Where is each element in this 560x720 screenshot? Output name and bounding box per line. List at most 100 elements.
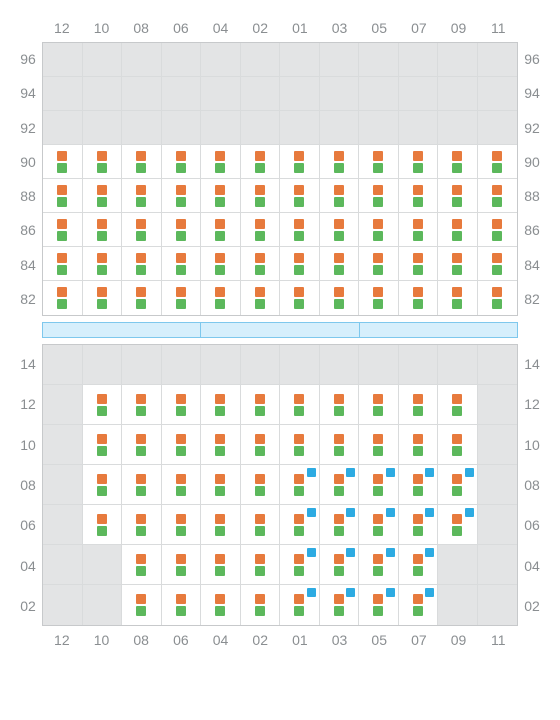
grid-cell[interactable] [320, 179, 360, 213]
grid-cell[interactable] [162, 465, 202, 505]
grid-cell[interactable] [320, 145, 360, 179]
grid-cell[interactable] [83, 179, 123, 213]
grid-cell[interactable] [162, 179, 202, 213]
grid-cell[interactable] [280, 465, 320, 505]
grid-cell[interactable] [122, 179, 162, 213]
grid-cell[interactable] [280, 425, 320, 465]
grid-cell[interactable] [43, 179, 83, 213]
grid-cell[interactable] [122, 425, 162, 465]
grid-cell[interactable] [122, 385, 162, 425]
grid-cell[interactable] [201, 213, 241, 247]
grid-cell[interactable] [438, 213, 478, 247]
grid-cell[interactable] [43, 145, 83, 179]
grid-cell[interactable] [201, 545, 241, 585]
grid-cell[interactable] [201, 425, 241, 465]
grid-cell[interactable] [83, 465, 123, 505]
grid-cell[interactable] [201, 145, 241, 179]
grid-cell[interactable] [359, 145, 399, 179]
grid-cell[interactable] [478, 247, 518, 281]
grid-cell[interactable] [122, 585, 162, 625]
grid-cell[interactable] [320, 465, 360, 505]
grid-cell[interactable] [359, 585, 399, 625]
grid-cell[interactable] [162, 585, 202, 625]
grid-cell[interactable] [122, 465, 162, 505]
grid-cell[interactable] [399, 281, 439, 315]
grid-cell[interactable] [359, 213, 399, 247]
grid-cell[interactable] [162, 281, 202, 315]
grid-cell[interactable] [399, 213, 439, 247]
grid-cell[interactable] [320, 281, 360, 315]
grid-cell[interactable] [478, 213, 518, 247]
grid-cell[interactable] [241, 465, 281, 505]
grid-cell[interactable] [280, 585, 320, 625]
grid-cell[interactable] [280, 179, 320, 213]
grid-cell[interactable] [280, 505, 320, 545]
grid-cell[interactable] [162, 247, 202, 281]
grid-cell[interactable] [43, 213, 83, 247]
grid-cell[interactable] [438, 247, 478, 281]
grid-cell[interactable] [359, 425, 399, 465]
grid-cell[interactable] [241, 213, 281, 247]
grid-cell[interactable] [83, 505, 123, 545]
grid-cell[interactable] [83, 145, 123, 179]
grid-cell[interactable] [359, 247, 399, 281]
grid-cell[interactable] [162, 213, 202, 247]
grid-cell[interactable] [320, 385, 360, 425]
grid-cell[interactable] [122, 247, 162, 281]
grid-cell[interactable] [241, 145, 281, 179]
grid-cell[interactable] [122, 145, 162, 179]
grid-cell[interactable] [83, 385, 123, 425]
grid-cell[interactable] [241, 385, 281, 425]
grid-cell[interactable] [280, 213, 320, 247]
grid-cell[interactable] [320, 585, 360, 625]
grid-cell[interactable] [241, 247, 281, 281]
grid-cell[interactable] [241, 505, 281, 545]
grid-cell[interactable] [320, 213, 360, 247]
grid-cell[interactable] [399, 179, 439, 213]
grid-cell[interactable] [320, 247, 360, 281]
grid-cell[interactable] [399, 385, 439, 425]
grid-cell[interactable] [241, 179, 281, 213]
grid-cell[interactable] [83, 281, 123, 315]
grid-cell[interactable] [83, 247, 123, 281]
grid-cell[interactable] [399, 545, 439, 585]
grid-cell[interactable] [359, 545, 399, 585]
grid-cell[interactable] [162, 145, 202, 179]
grid-cell[interactable] [399, 247, 439, 281]
grid-cell[interactable] [438, 465, 478, 505]
grid-cell[interactable] [280, 545, 320, 585]
grid-cell[interactable] [280, 281, 320, 315]
grid-cell[interactable] [201, 465, 241, 505]
grid-cell[interactable] [201, 179, 241, 213]
grid-cell[interactable] [438, 145, 478, 179]
grid-cell[interactable] [280, 247, 320, 281]
grid-cell[interactable] [201, 281, 241, 315]
grid-cell[interactable] [201, 505, 241, 545]
grid-cell[interactable] [280, 385, 320, 425]
grid-cell[interactable] [241, 545, 281, 585]
grid-cell[interactable] [83, 425, 123, 465]
grid-cell[interactable] [201, 385, 241, 425]
grid-cell[interactable] [399, 145, 439, 179]
grid-cell[interactable] [320, 545, 360, 585]
grid-cell[interactable] [162, 505, 202, 545]
grid-cell[interactable] [359, 281, 399, 315]
grid-cell[interactable] [241, 281, 281, 315]
grid-cell[interactable] [438, 281, 478, 315]
grid-cell[interactable] [399, 425, 439, 465]
grid-cell[interactable] [43, 247, 83, 281]
grid-cell[interactable] [320, 425, 360, 465]
grid-cell[interactable] [359, 505, 399, 545]
grid-cell[interactable] [438, 425, 478, 465]
grid-cell[interactable] [162, 425, 202, 465]
grid-cell[interactable] [122, 505, 162, 545]
grid-cell[interactable] [438, 179, 478, 213]
grid-cell[interactable] [241, 585, 281, 625]
grid-cell[interactable] [83, 213, 123, 247]
grid-cell[interactable] [43, 281, 83, 315]
grid-cell[interactable] [162, 545, 202, 585]
grid-cell[interactable] [478, 145, 518, 179]
grid-cell[interactable] [438, 385, 478, 425]
grid-cell[interactable] [399, 465, 439, 505]
grid-cell[interactable] [399, 585, 439, 625]
